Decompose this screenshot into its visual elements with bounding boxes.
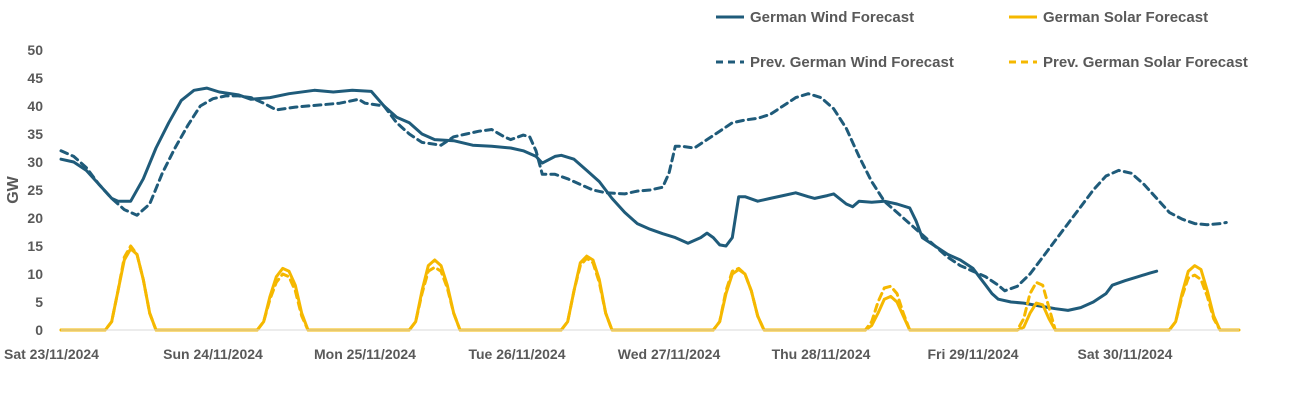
y-axis-ticks: 0 5 10 15 20 25 30 35 40 45 50 [27,42,43,338]
y-tick-label: 15 [27,238,43,254]
y-tick-label: 40 [27,98,43,114]
y-tick-label: 45 [27,70,43,86]
legend-label: German Wind Forecast [750,9,914,26]
x-tick-label: Sat 30/11/2024 [1078,346,1173,362]
y-tick-label: 0 [35,322,43,338]
legend-label: Prev. German Wind Forecast [750,54,954,71]
series-line-german-solar-forecast [59,247,1241,332]
legend-item: Prev. German Solar Forecast [1009,54,1248,71]
y-tick-label: 30 [27,154,43,170]
y-tick-label: 25 [27,182,43,198]
y-tick-label: 20 [27,210,43,226]
legend: German Wind Forecast German Solar Forecas… [716,9,1248,71]
series-line-prev-german-solar-forecast [59,244,1241,332]
series-line-german-wind-forecast [59,86,1159,312]
x-tick-label: Tue 26/11/2024 [468,346,565,362]
x-tick-label: Sat 23/11/2024 [4,346,99,362]
y-tick-label: 10 [27,266,43,282]
x-tick-label: Thu 28/11/2024 [772,346,871,362]
legend-item: German Wind Forecast [716,9,914,26]
x-tick-label: Mon 25/11/2024 [314,346,416,362]
legend-item: Prev. German Wind Forecast [716,54,954,71]
y-tick-label: 50 [27,42,43,58]
x-axis-ticks: Sat 23/11/2024 Sun 24/11/2024 Mon 25/11/20… [4,346,1173,362]
x-tick-label: Wed 27/11/2024 [618,346,721,362]
series-line-prev-german-wind-forecast [59,92,1228,293]
x-tick-label: Fri 29/11/2024 [927,346,1018,362]
y-axis-label: GW [5,175,22,203]
y-tick-label: 35 [27,126,43,142]
plot-area [59,86,1241,332]
y-tick-label: 5 [35,294,43,310]
legend-label: Prev. German Solar Forecast [1043,54,1248,71]
legend-label: German Solar Forecast [1043,9,1208,26]
x-tick-label: Sun 24/11/2024 [163,346,263,362]
legend-item: German Solar Forecast [1009,9,1208,26]
